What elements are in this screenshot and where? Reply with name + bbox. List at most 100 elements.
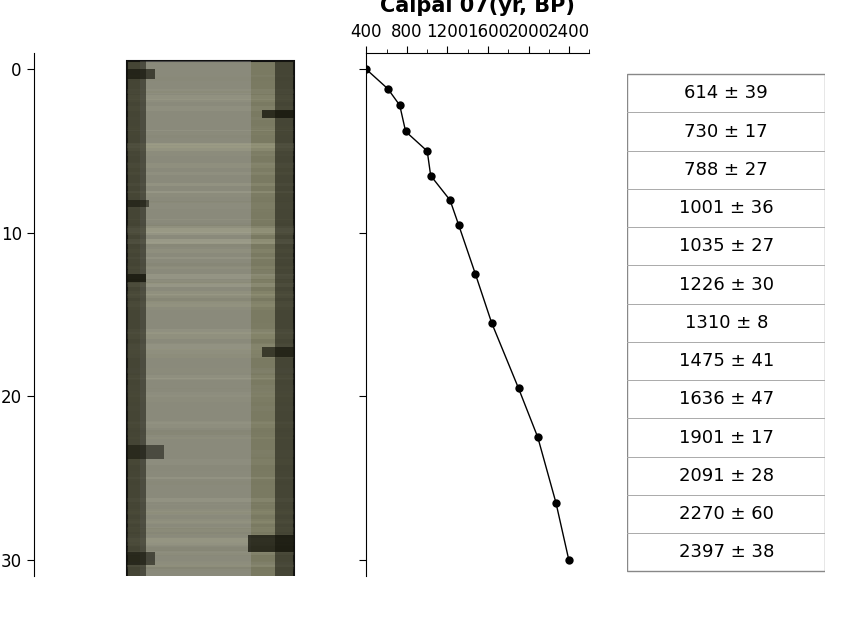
Bar bbox=[127, 330, 294, 334]
Bar bbox=[127, 69, 155, 79]
Bar bbox=[127, 445, 164, 459]
Bar bbox=[127, 243, 294, 247]
Bar bbox=[127, 521, 294, 523]
Bar bbox=[127, 291, 294, 297]
Bar bbox=[127, 406, 294, 411]
Bar bbox=[127, 143, 294, 148]
Bar bbox=[127, 432, 294, 435]
Text: 1035 ± 27: 1035 ± 27 bbox=[679, 237, 774, 255]
Text: 2270 ± 60: 2270 ± 60 bbox=[679, 505, 774, 523]
Bar bbox=[127, 567, 294, 571]
Bar bbox=[127, 477, 294, 479]
Bar bbox=[127, 422, 294, 424]
Bar bbox=[127, 267, 294, 269]
Bar bbox=[127, 146, 294, 148]
Bar bbox=[127, 548, 294, 551]
Bar bbox=[127, 551, 294, 556]
Bar bbox=[127, 61, 146, 584]
Bar bbox=[127, 143, 294, 145]
Bar bbox=[127, 520, 294, 524]
Text: 1475 ± 41: 1475 ± 41 bbox=[679, 352, 774, 370]
Bar bbox=[127, 538, 294, 541]
Bar bbox=[127, 551, 294, 555]
Bar bbox=[127, 239, 294, 244]
Bar bbox=[127, 283, 294, 287]
Bar bbox=[127, 450, 294, 457]
Bar bbox=[127, 512, 294, 514]
Bar bbox=[127, 239, 294, 244]
Bar bbox=[127, 527, 294, 531]
Bar bbox=[127, 270, 294, 275]
Bar bbox=[127, 375, 294, 380]
Bar bbox=[127, 294, 294, 298]
Bar bbox=[127, 301, 294, 307]
Bar bbox=[127, 191, 294, 193]
Bar bbox=[248, 535, 294, 552]
Bar bbox=[127, 89, 294, 93]
Bar bbox=[127, 89, 294, 93]
Bar bbox=[127, 117, 294, 120]
Bar bbox=[127, 130, 294, 131]
Bar bbox=[127, 354, 294, 358]
Bar bbox=[127, 201, 294, 203]
Bar bbox=[127, 395, 294, 402]
Bar bbox=[127, 551, 294, 555]
Text: 730 ± 17: 730 ± 17 bbox=[685, 123, 768, 141]
Bar bbox=[275, 61, 294, 584]
Bar bbox=[127, 171, 294, 175]
Bar bbox=[127, 143, 294, 151]
Bar bbox=[140, 61, 251, 584]
Text: 788 ± 27: 788 ± 27 bbox=[685, 161, 768, 179]
Bar bbox=[127, 535, 294, 542]
Bar bbox=[127, 192, 294, 197]
Text: 1226 ± 30: 1226 ± 30 bbox=[679, 275, 774, 293]
Bar bbox=[127, 168, 294, 174]
Bar bbox=[127, 562, 294, 567]
Bar bbox=[127, 76, 294, 82]
Bar bbox=[127, 92, 294, 93]
Bar bbox=[127, 226, 294, 233]
Bar bbox=[127, 273, 294, 275]
Bar bbox=[127, 257, 294, 259]
Bar bbox=[127, 126, 294, 131]
Bar bbox=[127, 450, 294, 454]
Bar bbox=[127, 225, 294, 232]
Bar bbox=[127, 551, 294, 553]
Bar bbox=[127, 228, 294, 235]
Bar bbox=[127, 323, 294, 329]
Bar bbox=[127, 437, 294, 439]
Bar bbox=[127, 143, 294, 148]
Bar bbox=[127, 378, 294, 379]
Bar bbox=[127, 345, 294, 350]
Bar bbox=[263, 348, 294, 357]
Bar bbox=[127, 536, 294, 538]
Bar bbox=[127, 222, 294, 226]
Text: 2397 ± 38: 2397 ± 38 bbox=[679, 543, 774, 561]
Bar bbox=[127, 511, 294, 515]
Bar bbox=[127, 154, 294, 156]
Text: 1001 ± 36: 1001 ± 36 bbox=[679, 199, 774, 217]
Bar bbox=[127, 280, 294, 284]
Bar bbox=[127, 343, 294, 350]
Bar bbox=[127, 249, 294, 254]
Bar bbox=[127, 368, 294, 373]
Text: 1310 ± 8: 1310 ± 8 bbox=[685, 314, 768, 332]
Text: 2091 ± 28: 2091 ± 28 bbox=[679, 467, 774, 485]
Bar bbox=[127, 388, 294, 389]
Bar bbox=[127, 106, 294, 111]
Bar bbox=[127, 552, 155, 565]
Bar bbox=[127, 332, 294, 339]
Bar bbox=[127, 282, 294, 283]
Bar bbox=[127, 369, 294, 374]
Bar bbox=[127, 538, 294, 545]
Bar bbox=[127, 283, 294, 284]
Bar bbox=[127, 544, 294, 546]
Text: 1636 ± 47: 1636 ± 47 bbox=[679, 390, 774, 408]
Bar bbox=[263, 110, 294, 118]
Bar bbox=[127, 242, 294, 244]
Bar bbox=[127, 95, 294, 100]
Bar bbox=[127, 545, 294, 546]
Bar bbox=[127, 210, 294, 212]
Bar bbox=[127, 350, 294, 354]
Bar bbox=[127, 131, 294, 135]
